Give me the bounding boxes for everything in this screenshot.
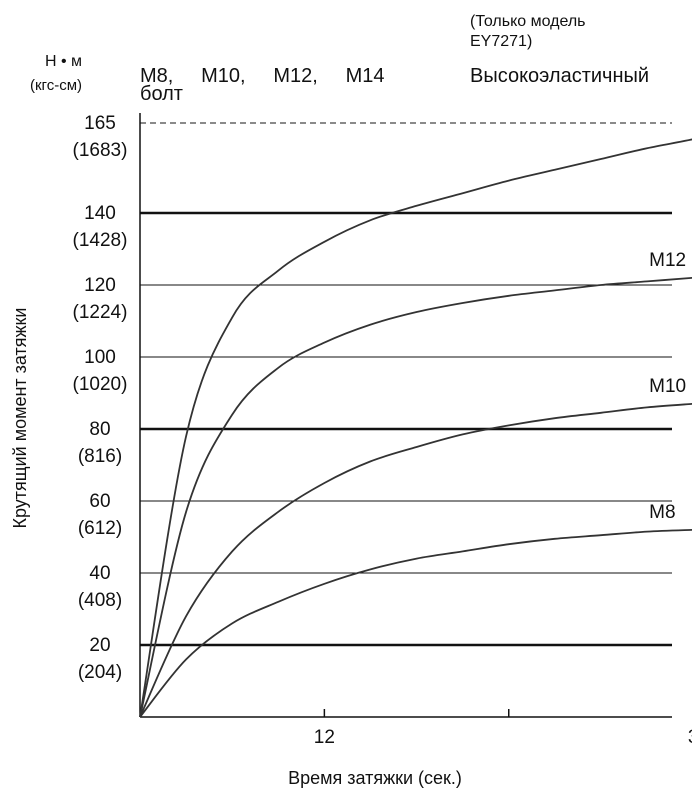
- y-tick-sublabel: (1683): [73, 140, 128, 161]
- series-labels: M8M10M12M14: [649, 250, 686, 523]
- bolt-header-word: болт: [140, 83, 183, 105]
- y-tick-labels: 165 (1683) 140 (1428) 120 (1224) 100 (1020) 80 (8…: [73, 113, 128, 683]
- y-tick-label: 40: [89, 563, 110, 584]
- series-line-m10: [139, 402, 692, 718]
- gridlines: [140, 122, 672, 647]
- y-tick-label: 120: [84, 275, 116, 296]
- series-label-m12: M12: [649, 250, 686, 271]
- plot-axes: [139, 113, 672, 718]
- y-tick-label: 100: [84, 347, 116, 368]
- series-line-m12: [139, 276, 692, 718]
- unit-label-nm: Н • м: [45, 53, 82, 70]
- series-curves: [139, 138, 692, 718]
- x-tick-label: 12: [314, 727, 335, 748]
- y-tick-label: 80: [89, 419, 110, 440]
- series-label-m8: M8: [649, 502, 675, 523]
- y-tick-sublabel: (612): [78, 518, 122, 539]
- y-tick-sublabel: (816): [78, 446, 122, 467]
- y-tick-label: 165: [84, 113, 116, 134]
- x-tick-label: 3: [688, 727, 692, 748]
- x-axis-title: Время затяжки (сек.): [288, 768, 462, 788]
- bolt-header: M8, M10, M12, M14: [140, 65, 385, 87]
- y-tick-label: 20: [89, 635, 110, 656]
- y-tick-sublabel: (1428): [73, 230, 128, 251]
- y-tick-sublabel: (1224): [73, 302, 128, 323]
- model-note-line3: Высокоэластичный: [470, 65, 649, 87]
- model-note-line1: (Только модель: [470, 13, 586, 30]
- series-label-m10: M10: [649, 376, 686, 397]
- y-axis-title: Крутящий момент затяжки: [10, 308, 30, 529]
- y-tick-sublabel: (408): [78, 590, 122, 611]
- y-tick-sublabel: (204): [78, 662, 122, 683]
- y-tick-label: 140: [84, 203, 116, 224]
- y-tick-sublabel: (1020): [73, 374, 128, 395]
- model-note-line2: EY7271): [470, 33, 532, 50]
- series-line-m14: [139, 138, 692, 718]
- y-tick-label: 60: [89, 491, 110, 512]
- x-tick-labels: 12 3: [314, 709, 692, 748]
- series-line-m8: [139, 528, 692, 718]
- unit-label-kgf: (кгс-см): [30, 77, 82, 94]
